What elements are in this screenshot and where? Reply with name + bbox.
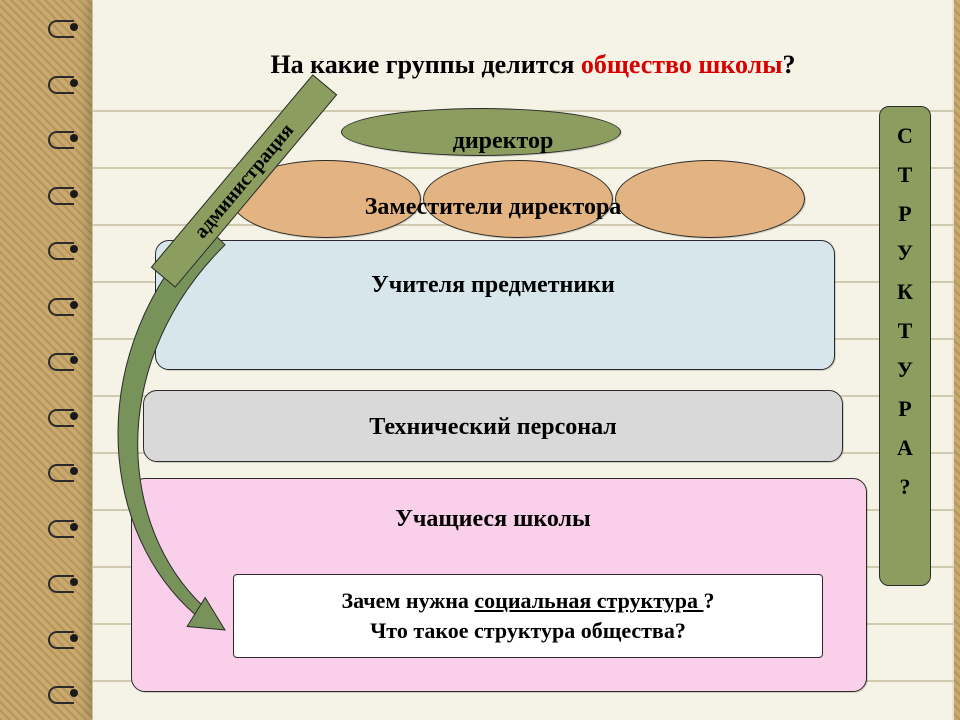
q1-underline: социальная структура (474, 588, 703, 613)
slide-title: На какие группы делится общество школы? (163, 50, 903, 80)
spiral-ring-icon (48, 183, 88, 205)
title-prefix: На какие группы делится (270, 50, 580, 79)
deputy-ellipse (423, 160, 613, 238)
spiral-ring-icon (48, 72, 88, 94)
layer-technical (143, 390, 843, 462)
vstrip-letter: С (897, 123, 913, 149)
spiral-ring-icon (48, 238, 88, 260)
vstrip-letter: Т (898, 162, 913, 188)
page-background: На какие группы делится общество школы? … (0, 0, 960, 720)
q1-pre: Зачем нужна (342, 588, 475, 613)
notebook-paper: На какие группы делится общество школы? … (92, 0, 954, 720)
vstrip-letter: А (897, 435, 913, 461)
spiral-binding (48, 4, 88, 716)
structure-vertical-strip: СТРУКТУРА? (879, 106, 931, 586)
question-line-1: Зачем нужна социальная структура ? (342, 586, 715, 616)
q1-post: ? (703, 588, 714, 613)
spiral-ring-icon (48, 405, 88, 427)
spiral-ring-icon (48, 294, 88, 316)
spiral-ring-icon (48, 16, 88, 38)
spiral-ring-icon (48, 627, 88, 649)
spiral-ring-icon (48, 460, 88, 482)
spiral-ring-icon (48, 682, 88, 704)
vstrip-letter: У (897, 357, 913, 383)
title-highlight: общество школы (581, 50, 783, 79)
vstrip-letter: Т (898, 318, 913, 344)
vstrip-letter: К (897, 279, 913, 305)
spiral-ring-icon (48, 516, 88, 538)
vstrip-letter: Р (898, 396, 911, 422)
diagram-canvas: На какие группы делится общество школы? … (93, 0, 954, 720)
spiral-ring-icon (48, 349, 88, 371)
vstrip-letter: У (897, 240, 913, 266)
deputy-ellipse (615, 160, 805, 238)
spiral-ring-icon (48, 571, 88, 593)
question-line-2: Что такое структура общества? (370, 616, 686, 646)
vstrip-letter: ? (900, 474, 911, 500)
vstrip-letter: Р (898, 201, 911, 227)
director-ellipse (341, 108, 621, 156)
spiral-ring-icon (48, 127, 88, 149)
question-box: Зачем нужна социальная структура ? Что т… (233, 574, 823, 658)
layer-teachers (155, 240, 835, 370)
title-suffix: ? (783, 50, 796, 79)
